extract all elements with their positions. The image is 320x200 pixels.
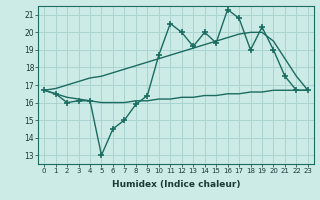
X-axis label: Humidex (Indice chaleur): Humidex (Indice chaleur) <box>112 180 240 189</box>
